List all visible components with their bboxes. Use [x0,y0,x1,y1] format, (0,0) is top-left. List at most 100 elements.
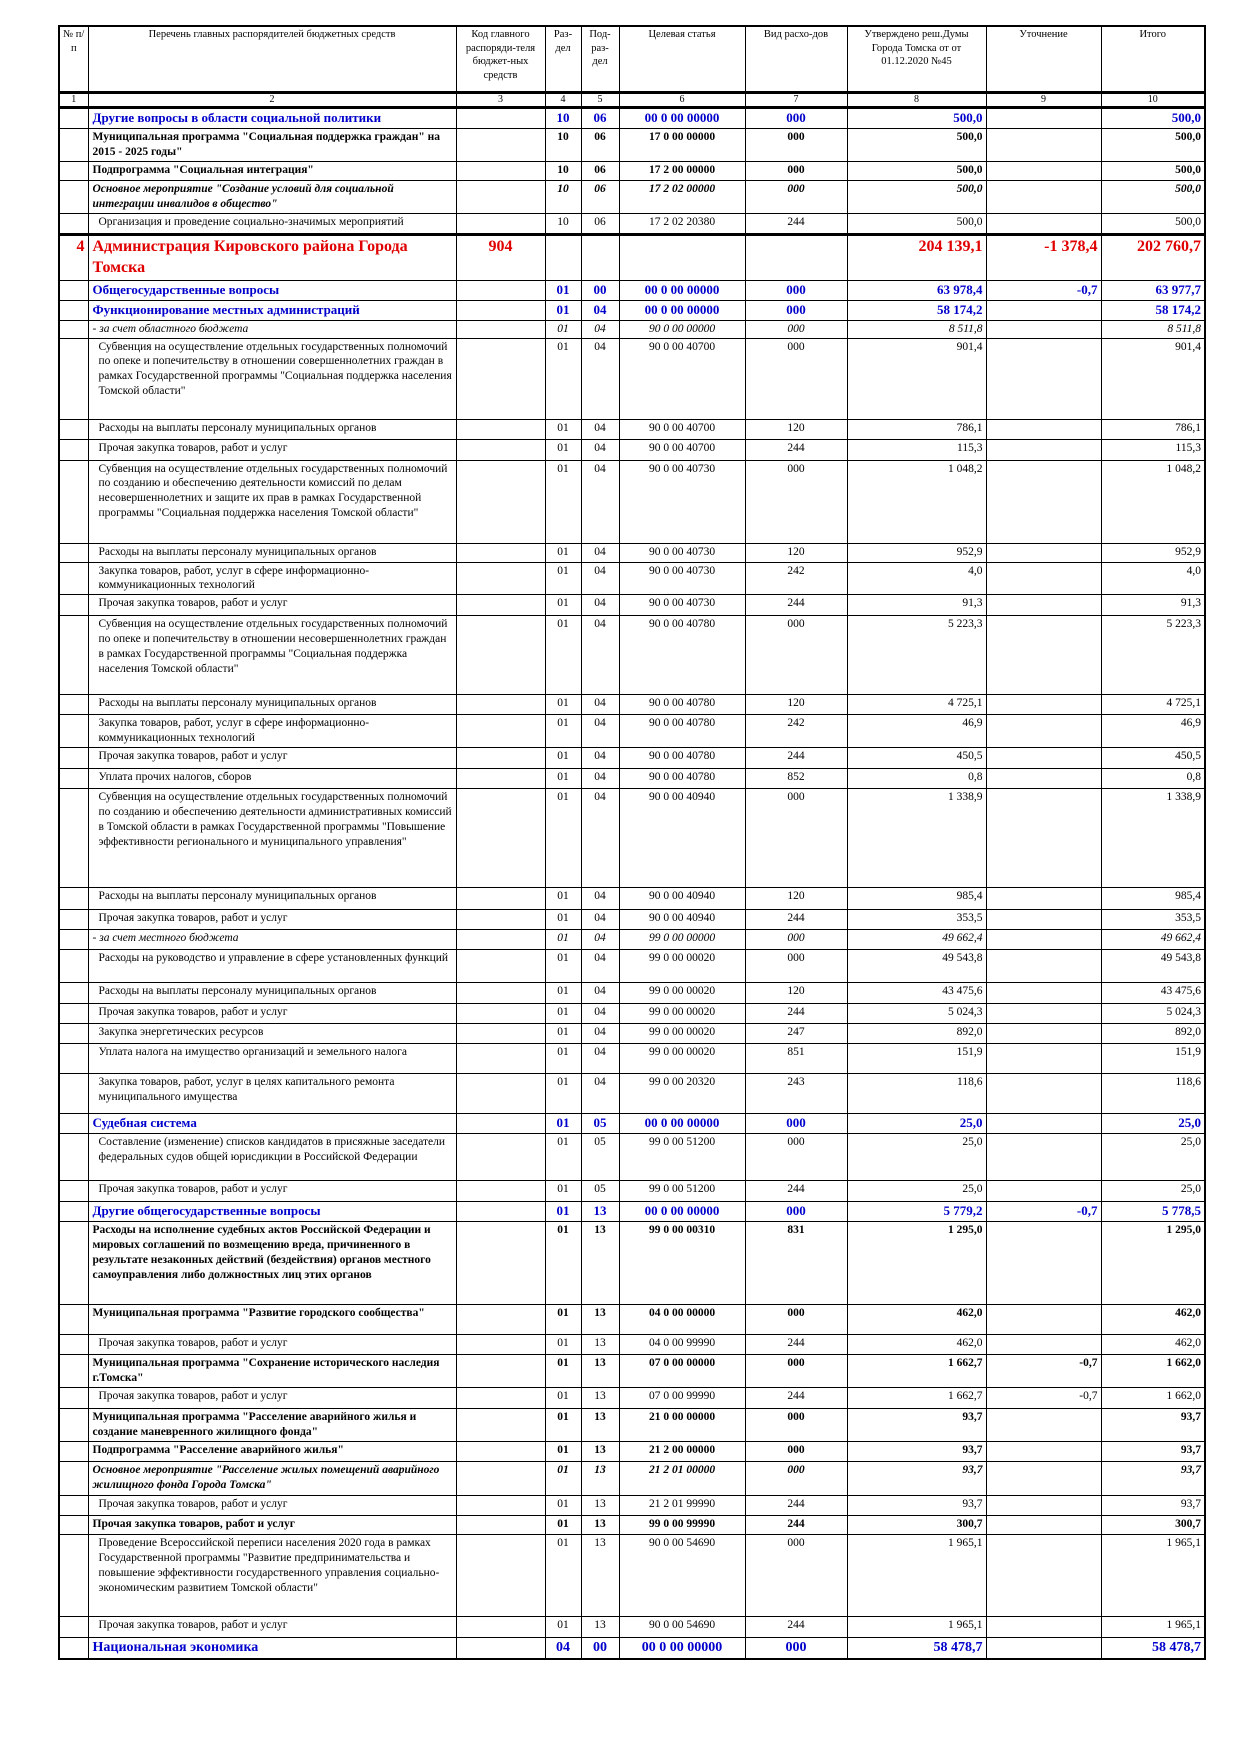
target-code: 99 0 00 00020 [618,982,746,1005]
subsection-code: 13 [580,1201,620,1223]
item-name: Субвенция на осуществление отдельных гос… [87,337,457,420]
approved-amount: 786,1 [846,418,987,440]
change-amount [985,1637,1102,1660]
row-number [58,1408,89,1443]
section-code: 10 [544,128,582,162]
table-row: Проведение Всероссийской переписи населе… [58,1534,1206,1618]
subsection-code: 00 [580,279,620,301]
total-amount: 300,7 [1100,1515,1206,1536]
approved-amount: 1 965,1 [846,1616,987,1639]
approved-amount: 93,7 [846,1461,987,1497]
target-code: 90 0 00 40780 [618,694,746,716]
table-row: - за счет местного бюджета 01 04 99 0 00 00… [58,929,1206,951]
change-amount [985,887,1102,911]
target-code: 00 0 00 00000 [618,279,746,301]
manager-code [455,279,546,301]
manager-code [455,1073,546,1115]
total-amount: 8 511,8 [1100,319,1206,339]
expense-type: 831 [744,1221,848,1306]
item-name: Муниципальная программа "Расселение авар… [87,1408,457,1443]
approved-amount: 1 338,9 [846,788,987,889]
target-code: 21 2 01 00000 [618,1461,746,1497]
change-amount [985,1304,1102,1336]
change-amount: -0,7 [985,279,1102,301]
subsection-code: 00 [580,1637,620,1660]
expense-type: 244 [744,1387,848,1410]
manager-code [455,418,546,440]
total-amount: 5 024,3 [1100,1003,1206,1025]
change-amount [985,615,1102,696]
subsection-code: 04 [580,714,620,749]
expense-type: 000 [744,1534,848,1618]
target-code: 99 0 00 51200 [618,1180,746,1203]
item-name: Расходы на руководство и управление в сф… [87,949,457,984]
change-amount [985,107,1102,129]
manager-code [455,929,546,951]
total-amount: 43 475,6 [1100,982,1206,1005]
table-row: Основное мероприятие "Создание условий д… [58,180,1206,214]
subsection-code: 04 [580,418,620,440]
approved-amount: 49 662,4 [846,929,987,951]
section-code: 01 [544,1461,582,1497]
total-amount: 500,0 [1100,213,1206,235]
subsection-code: 06 [580,180,620,214]
item-name: Уплата налога на имущество организаций и… [87,1043,457,1075]
target-code: 99 0 00 00020 [618,1003,746,1025]
item-name: Прочая закупка товаров, работ и услуг [87,747,457,770]
item-name: Закупка товаров, работ, услуг в целях ка… [87,1073,457,1115]
change-amount [985,982,1102,1005]
subsection-code: 04 [580,615,620,696]
subsection-code: 04 [580,1073,620,1115]
total-amount: 353,5 [1100,909,1206,931]
section-code: 01 [544,1441,582,1463]
expense-type: 000 [744,1637,848,1660]
expense-type: 244 [744,1515,848,1536]
target-code: 00 0 00 00000 [618,1113,746,1135]
target-code: 21 2 01 99990 [618,1495,746,1517]
subsection-code: 13 [580,1534,620,1618]
total-amount: 202 760,7 [1100,233,1206,281]
total-amount: 500,0 [1100,107,1206,129]
target-code: 21 0 00 00000 [618,1408,746,1443]
item-name: Закупка энергетических ресурсов [87,1023,457,1045]
expense-type: 244 [744,909,848,931]
change-amount [985,714,1102,749]
change-amount [985,418,1102,440]
row-number [58,1616,89,1639]
approved-amount: 1 662,7 [846,1354,987,1389]
header-cell: Код главного распоряди-теля бюджет-ных с… [455,25,546,94]
total-amount: 892,0 [1100,1023,1206,1045]
approved-amount: 1 295,0 [846,1221,987,1306]
item-name: Муниципальная программа "Развитие городс… [87,1304,457,1336]
approved-amount: 500,0 [846,128,987,162]
item-name: Основное мероприятие "Расселение жилых п… [87,1461,457,1497]
section-code: 10 [544,213,582,235]
row-number [58,747,89,770]
subsection-code: 05 [580,1113,620,1135]
column-number: 2 [87,92,457,109]
row-number [58,1441,89,1463]
section-code: 01 [544,319,582,339]
row-number [58,279,89,301]
change-amount [985,180,1102,214]
expense-type: 247 [744,1023,848,1045]
total-amount: 786,1 [1100,418,1206,440]
change-amount [985,768,1102,790]
expense-type: 000 [744,459,848,544]
section-code: 01 [544,714,582,749]
approved-amount: 952,9 [846,542,987,563]
table-row: Расходы на выплаты персоналу муниципальн… [58,982,1206,1005]
subsection-code: 04 [580,1043,620,1075]
total-amount: 4,0 [1100,561,1206,596]
manager-code [455,161,546,181]
total-amount: 93,7 [1100,1461,1206,1497]
subsection-code: 13 [580,1354,620,1389]
change-amount [985,1441,1102,1463]
subsection-code: 06 [580,128,620,162]
target-code: 90 0 00 40780 [618,714,746,749]
table-row: Закупка товаров, работ, услуг в сфере ин… [58,561,1206,596]
change-amount [985,1073,1102,1115]
manager-code [455,107,546,129]
manager-code [455,1201,546,1223]
row-number [58,594,89,617]
